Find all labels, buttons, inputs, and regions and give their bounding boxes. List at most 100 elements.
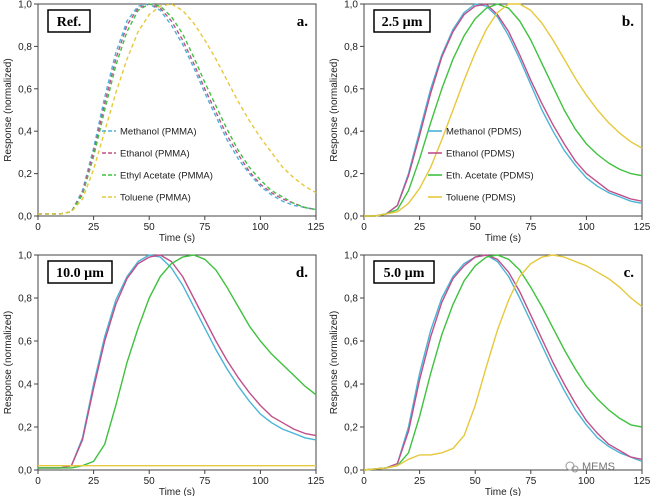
- x-tick-label: 75: [199, 222, 211, 233]
- legend-label: Ethanol (PMMA): [120, 149, 190, 160]
- y-tick-label: 0,4: [18, 127, 32, 138]
- panel-tag-box: [373, 260, 435, 284]
- x-tick-label: 100: [578, 476, 595, 487]
- y-axis-title: Response (normalized): [3, 58, 14, 161]
- x-tick-label: 125: [634, 222, 651, 233]
- series-line-ethyl-acetate: [38, 254, 317, 469]
- panel-letter: c.: [624, 265, 635, 281]
- y-tick-label: 0,8: [344, 294, 358, 305]
- watermark-text: MEMS: [582, 461, 615, 473]
- y-axis-title: Response (normalized): [329, 311, 340, 414]
- panel-tag-box: [373, 9, 431, 33]
- y-axis-title: Response (normalized): [329, 58, 340, 161]
- series-line-toluene: [38, 3, 317, 215]
- series-line-ethyl-acetate: [363, 254, 643, 471]
- y-tick-label: 1,0: [18, 251, 32, 262]
- series-line-ethanol: [364, 3, 643, 217]
- series-line-toluene: [363, 254, 643, 471]
- series-line-methanol: [363, 254, 643, 471]
- y-tick-label: 0,6: [18, 84, 32, 95]
- x-tick-label: 100: [252, 222, 269, 233]
- legend-label: Ethyl Acetate (PMMA): [120, 171, 213, 182]
- legend-label: Eth. Acetate (PDMS): [446, 171, 534, 182]
- x-tick-label: 100: [252, 476, 269, 487]
- plot-frame: [37, 3, 317, 217]
- x-tick-label: 50: [470, 222, 482, 233]
- x-tick-label: 25: [88, 476, 100, 487]
- plot-frame: [363, 254, 643, 471]
- y-tick-label: 0,2: [344, 169, 358, 180]
- chart-panel-3: 0 25 50 75 100 125 0,0 0,2 0,4 0,6 0,8 1,0 Time (s) R…: [329, 251, 651, 496]
- panel-letter: d.: [296, 265, 308, 281]
- x-tick-label: 75: [525, 222, 537, 233]
- series-line-ethyl-acetate: [38, 3, 317, 215]
- x-axis-title: Time (s): [159, 487, 195, 496]
- series-line-ethanol: [38, 3, 317, 215]
- series-line-methanol: [38, 3, 317, 215]
- y-tick-label: 0,0: [344, 466, 358, 477]
- panel-letter: a.: [297, 14, 309, 30]
- x-tick-label: 100: [578, 222, 595, 233]
- x-tick-label: 25: [414, 222, 426, 233]
- legend-label: Methanol (PMMA): [120, 127, 197, 138]
- y-axis-title: Response (normalized): [3, 311, 14, 414]
- x-axis-title: Time (s): [485, 233, 521, 244]
- x-axis-title: Time (s): [159, 233, 195, 244]
- panel-tag-box: [47, 260, 113, 284]
- y-tick-label: 0,6: [344, 337, 358, 348]
- x-tick-label: 0: [35, 222, 41, 233]
- y-tick-label: 0,8: [18, 42, 32, 53]
- y-tick-label: 1,0: [18, 0, 32, 11]
- y-tick-label: 0,6: [344, 84, 358, 95]
- panel-tag: 5.0 µm: [384, 266, 425, 281]
- y-tick-label: 1,0: [344, 251, 358, 262]
- y-tick-label: 0,4: [344, 380, 358, 391]
- y-tick-label: 0,0: [18, 212, 32, 223]
- y-tick-label: 0,6: [18, 337, 32, 348]
- legend-label: Ethanol (PDMS): [446, 149, 515, 160]
- legend-label: Toluene (PMMA): [120, 193, 191, 204]
- series-line-ethyl-acetate: [364, 3, 643, 217]
- watermark: MEMS: [565, 461, 615, 473]
- series-line-ethanol: [38, 254, 317, 469]
- x-tick-label: 75: [199, 476, 211, 487]
- x-tick-label: 25: [88, 222, 100, 233]
- x-tick-label: 50: [470, 476, 482, 487]
- chart-panel-1: 0 25 50 75 100 125 0,0 0,2 0,4 0,6 0,8 1,0 Time (s) R…: [329, 0, 651, 244]
- series-line-methanol: [38, 254, 317, 469]
- series-line-ethanol: [363, 254, 643, 471]
- y-tick-label: 0,2: [18, 423, 32, 434]
- x-tick-label: 50: [144, 476, 156, 487]
- x-tick-label: 125: [634, 476, 651, 487]
- wechat-icon: [565, 461, 575, 471]
- panel-tag-box: [47, 9, 91, 33]
- y-tick-label: 0,4: [344, 127, 358, 138]
- y-tick-label: 0,2: [18, 169, 32, 180]
- legend-label: Methanol (PDMS): [446, 127, 522, 138]
- chart-panel-2: 0 25 50 75 100 125 0,0 0,2 0,4 0,6 0,8 1,0 Time (s) R…: [3, 251, 325, 496]
- x-tick-label: 0: [361, 476, 367, 487]
- y-tick-label: 0,8: [18, 294, 32, 305]
- y-tick-label: 0,4: [18, 380, 32, 391]
- x-tick-label: 75: [525, 476, 537, 487]
- panel-tag: Ref.: [57, 15, 82, 30]
- panel-tag: 2.5 µm: [382, 15, 423, 30]
- plot-frame: [363, 3, 643, 217]
- y-tick-label: 1,0: [344, 0, 358, 11]
- y-tick-label: 0,0: [344, 212, 358, 223]
- x-tick-label: 0: [35, 476, 41, 487]
- chart-panel-0: 0 25 50 75 100 125 0,0 0,2 0,4 0,6 0,8 1,0 Time (s) R…: [3, 0, 325, 244]
- panel-letter: b.: [622, 14, 634, 30]
- y-tick-label: 0,2: [344, 423, 358, 434]
- series-line-toluene: [364, 3, 643, 217]
- x-tick-label: 50: [144, 222, 156, 233]
- x-tick-label: 125: [308, 476, 325, 487]
- y-tick-label: 0,8: [344, 42, 358, 53]
- y-tick-label: 0,0: [18, 466, 32, 477]
- x-tick-label: 25: [414, 476, 426, 487]
- x-axis-title: Time (s): [485, 487, 521, 496]
- panel-tag: 10.0 µm: [56, 266, 104, 281]
- x-tick-label: 0: [361, 222, 367, 233]
- legend-label: Toluene (PDMS): [446, 193, 516, 204]
